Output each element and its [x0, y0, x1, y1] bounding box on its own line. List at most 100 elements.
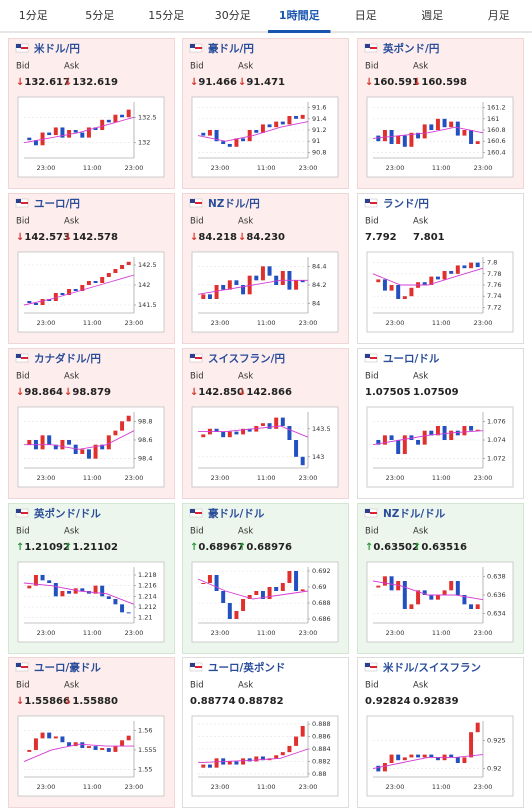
pair-title: 英ポンド/円 — [382, 42, 439, 55]
y-tick-label: 0.882 — [312, 757, 331, 765]
flag-part — [370, 666, 377, 668]
candle — [455, 581, 460, 595]
flag-part — [21, 47, 28, 49]
ask-label: Ask — [238, 527, 253, 537]
x-tick-label: 23:00 — [125, 319, 144, 327]
flag-part — [195, 357, 202, 359]
candle — [227, 144, 232, 147]
tab[interactable]: 週足 — [421, 9, 443, 22]
bid-value: 1.07505 — [365, 387, 411, 398]
candle — [33, 575, 38, 586]
candle — [106, 273, 111, 277]
tab[interactable]: 5分足 — [85, 9, 114, 22]
candle — [47, 299, 52, 301]
x-tick-label: 11:00 — [432, 629, 451, 637]
rate-card[interactable]: ランド/円 Bid Ask 7.792 7.801 7.8 7.78 7.76 7.74 7.72… — [357, 193, 524, 344]
flag-part — [195, 512, 202, 514]
tab[interactable]: 30分足 — [215, 9, 251, 22]
price-arrow: ↑ — [365, 542, 373, 553]
x-tick-label: 11:00 — [257, 164, 276, 172]
ask-label: Ask — [64, 62, 79, 72]
candle — [402, 296, 407, 299]
candle — [214, 758, 219, 768]
x-tick-label: 23:00 — [474, 319, 493, 327]
pair-title: 米ドル/円 — [33, 42, 80, 55]
candle — [40, 732, 45, 739]
flag-part — [370, 357, 377, 359]
candle — [287, 116, 292, 125]
candle — [67, 742, 72, 747]
candle — [241, 285, 246, 295]
candle — [396, 135, 401, 144]
candle — [227, 761, 232, 765]
price-arrow: ↓ — [190, 77, 198, 88]
candle — [416, 440, 421, 445]
bid-value: 160.591 — [373, 77, 419, 88]
moving-average — [372, 754, 484, 770]
price-arrow: ↓ — [238, 232, 246, 243]
candle — [294, 116, 299, 119]
candle — [389, 435, 394, 440]
candle — [227, 280, 232, 290]
ask-price: ↓91.471 — [238, 77, 285, 88]
y-tick-label: 84.4 — [312, 262, 326, 270]
y-tick-label: 161 — [487, 115, 499, 123]
x-tick-label: 11:00 — [432, 783, 451, 791]
y-tick-label: 7.76 — [487, 281, 501, 289]
candle — [416, 132, 421, 139]
tab[interactable]: 日足 — [355, 9, 377, 22]
x-tick-label: 11:00 — [257, 319, 276, 327]
candle — [67, 591, 72, 594]
price-arrow: ↓ — [16, 77, 24, 88]
ask-value: 0.92839 — [413, 696, 459, 707]
y-tick-label: 7.74 — [487, 292, 501, 300]
y-tick-label: 160.4 — [487, 148, 506, 156]
bid-value: 142.850 — [198, 387, 244, 398]
x-tick-label: 11:00 — [83, 319, 102, 327]
y-tick-label: 0.886 — [312, 733, 331, 741]
tab[interactable]: 15分足 — [148, 9, 184, 22]
candle — [402, 581, 407, 609]
candle — [60, 736, 65, 743]
tab[interactable]: 月足 — [488, 9, 510, 22]
tab[interactable]: 1時間足 — [279, 8, 321, 22]
candle — [247, 275, 252, 295]
y-tick-label: 98.8 — [138, 417, 152, 425]
candle — [113, 269, 118, 273]
tab[interactable]: 1分足 — [19, 9, 48, 22]
candle — [47, 580, 52, 583]
ask-price: ↓84.230 — [238, 232, 285, 243]
x-tick-label: 23:00 — [37, 783, 56, 791]
candle — [274, 587, 279, 591]
x-tick-label: 23:00 — [299, 164, 318, 172]
candle — [47, 435, 52, 445]
candle — [300, 725, 305, 737]
y-tick-label: 98.6 — [138, 436, 152, 444]
candle — [267, 124, 272, 128]
candle — [429, 595, 434, 600]
x-tick-label: 23:00 — [474, 629, 493, 637]
candle — [267, 587, 272, 599]
candle — [120, 421, 125, 431]
ask-price: ↓98.879 — [64, 387, 111, 398]
x-tick-label: 23:00 — [299, 629, 318, 637]
ask-value: 91.471 — [246, 77, 285, 88]
x-tick-label: 23:00 — [125, 629, 144, 637]
flag-part — [21, 512, 28, 514]
candle — [469, 732, 474, 758]
candle — [267, 266, 272, 276]
